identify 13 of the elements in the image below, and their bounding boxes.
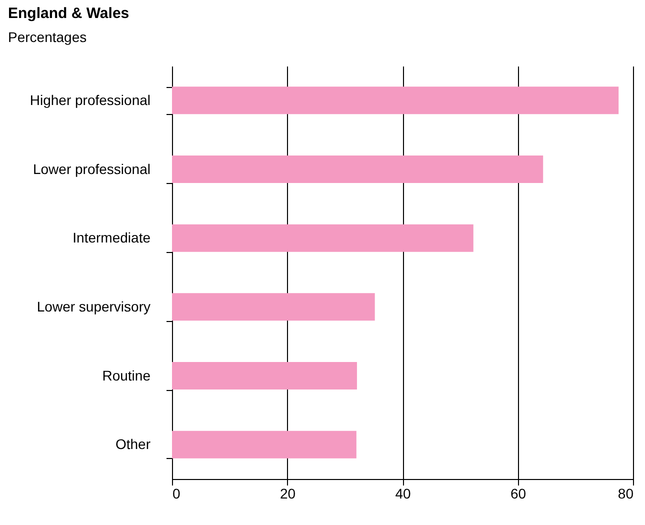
y-tick-label: Intermediate	[72, 230, 151, 246]
y-tick-label: Lower professional	[32, 160, 150, 177]
chart-title: England & Wales	[8, 5, 130, 22]
x-tick-label: 40	[395, 486, 411, 502]
y-tick-label: Higher professional	[30, 92, 150, 108]
y-tick-label: Routine	[102, 367, 151, 384]
x-tick-label: 20	[280, 486, 296, 502]
y-tick-label: Lower supervisory	[36, 298, 150, 314]
y-tick-label: Other	[115, 436, 151, 452]
x-tick-label: 80	[618, 486, 634, 502]
x-tick-label: 0	[172, 486, 180, 502]
x-tick-label: 60	[510, 486, 526, 502]
text: Percentages	[8, 29, 87, 45]
